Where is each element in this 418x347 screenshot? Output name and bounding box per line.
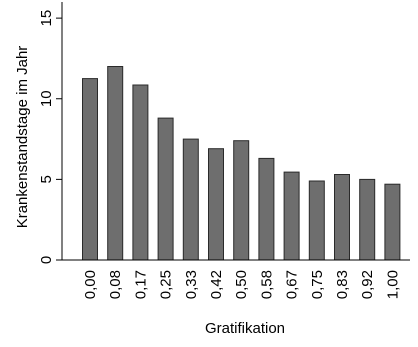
- bar-4: [182, 138, 199, 261]
- y-tick-label: 15: [38, 10, 55, 27]
- axes-group: [61, 2, 410, 261]
- y-axis-title: Krankenstandstage im Jahr: [14, 46, 31, 229]
- bars-group: [82, 66, 401, 261]
- x-tick-label: 0,08: [107, 270, 124, 299]
- bar-11: [359, 178, 376, 261]
- x-tick-label: 0,58: [258, 270, 275, 299]
- x-tick-label: 0,00: [82, 270, 99, 299]
- bar-2: [132, 84, 149, 261]
- bar-8: [283, 171, 300, 261]
- x-tick-label: 0,42: [208, 270, 225, 299]
- x-axis-title: Gratifikation: [205, 320, 285, 337]
- x-ticks-group: 0,00 0,08 0,17 0,25 0,33 0,42 0,50 0,58 0,67 0,75…: [82, 270, 401, 299]
- x-tick-label: 1,00: [384, 270, 401, 299]
- bar-12: [384, 183, 401, 261]
- x-tick-label: 0,75: [309, 270, 326, 299]
- x-tick-label: 0,33: [183, 270, 200, 299]
- y-tick-label: 0: [38, 256, 55, 264]
- y-ticks-group: 0 5 10 15: [38, 10, 62, 264]
- y-tick-label: 10: [38, 90, 55, 107]
- bar-1: [107, 66, 124, 261]
- y-tick-label: 5: [38, 175, 55, 183]
- x-tick-label: 0,25: [158, 270, 175, 299]
- x-tick-label: 0,92: [359, 270, 376, 299]
- bar-0: [82, 78, 98, 261]
- bar-6: [233, 140, 250, 261]
- bar-9: [308, 180, 325, 261]
- x-tick-label: 0,83: [334, 270, 351, 299]
- x-tick-label: 0,50: [233, 270, 250, 299]
- bar-10: [334, 174, 350, 261]
- x-tick-label: 0,67: [284, 270, 301, 299]
- x-tick-label: 0,17: [132, 270, 149, 299]
- bar-3: [157, 117, 174, 261]
- bar-5: [208, 148, 224, 261]
- bar-7: [258, 157, 275, 261]
